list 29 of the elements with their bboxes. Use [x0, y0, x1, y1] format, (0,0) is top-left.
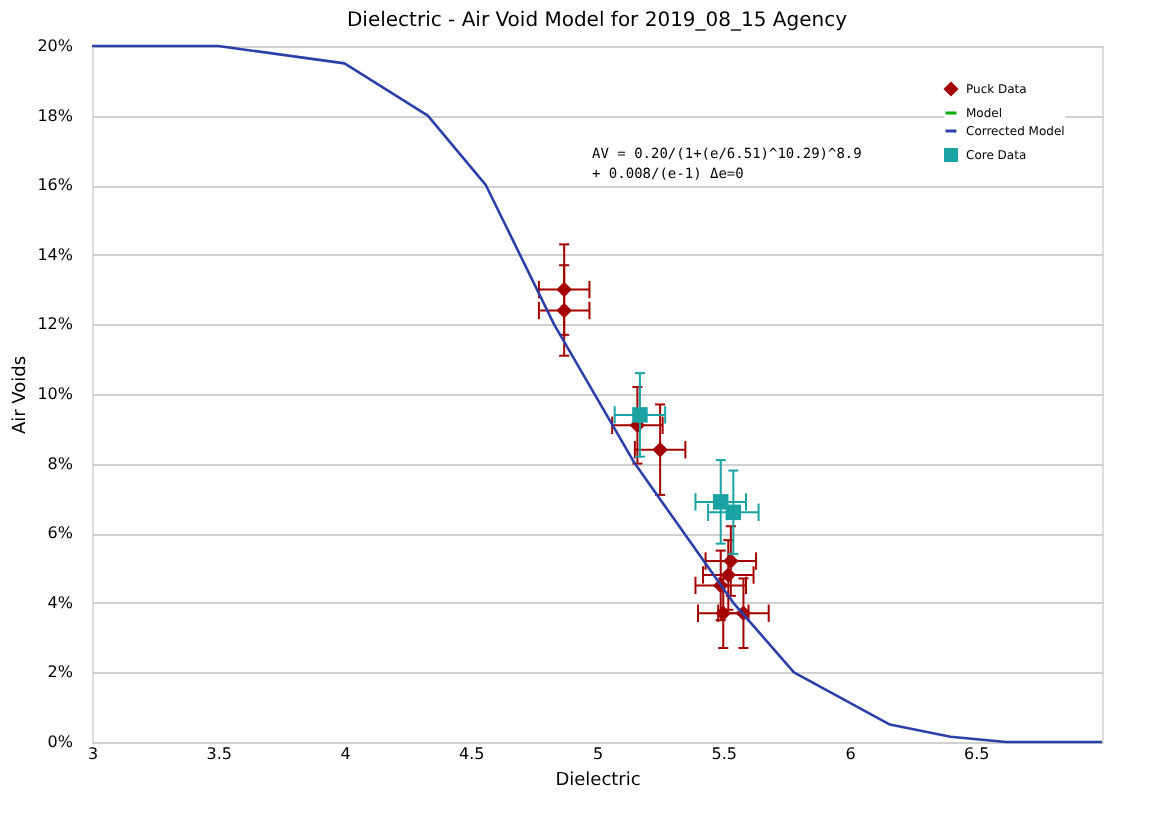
x-axis-title: Dielectric	[555, 771, 641, 791]
point	[725, 504, 742, 521]
x-tick-label: 4	[340, 745, 351, 763]
y-tick-label: 0%	[47, 733, 74, 751]
x-tick-label: 3	[87, 745, 99, 763]
x-tick-label: 5	[592, 745, 604, 763]
y-tick-label: 14%	[37, 245, 74, 264]
point	[712, 494, 729, 510]
y-tick-label: 16%	[37, 176, 74, 195]
x-tick-label: 3.5	[206, 745, 232, 763]
point	[652, 441, 668, 458]
x-tick-label: 4.5	[459, 745, 485, 763]
chart-title: Dielectric - Air Void Model for 2019_08_15 Agency	[346, 10, 848, 32]
y-tick-label: 4%	[47, 593, 74, 612]
y-tick-label: 12%	[37, 315, 74, 334]
x-tick-label: 6.5	[964, 745, 990, 763]
point	[632, 407, 648, 423]
x-tick-label: 6	[845, 745, 856, 763]
point	[556, 281, 572, 298]
point	[556, 302, 572, 319]
x-tick-label: 5.5	[711, 745, 737, 763]
y-tick-label: 8%	[47, 454, 74, 473]
y-tick-label: 2%	[47, 663, 74, 682]
y-axis-title: Air Voids	[11, 355, 32, 435]
y-tick-label: 18%	[37, 106, 74, 125]
line-series	[90, 44, 1104, 744]
y-tick-label: 20%	[37, 37, 74, 55]
y-tick-label: 10%	[37, 385, 74, 403]
y-tick-label: 6%	[47, 524, 74, 543]
